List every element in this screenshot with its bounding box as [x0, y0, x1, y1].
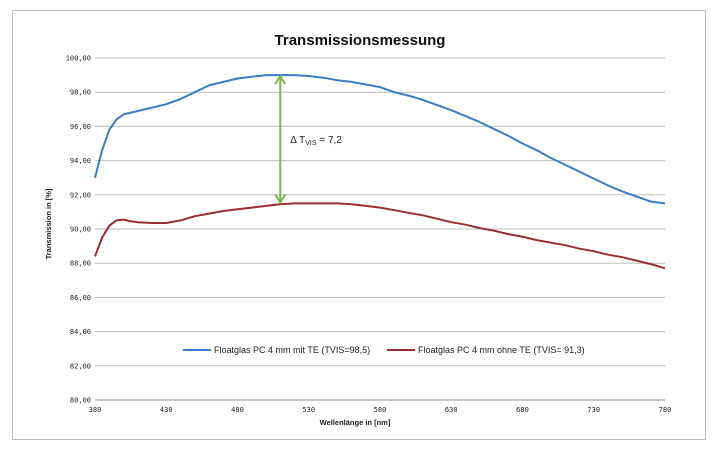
y-tick-label: 96,00 [70, 123, 91, 131]
x-tick-label: 630 [445, 406, 458, 414]
delta-value: = 7,2 [317, 135, 343, 146]
y-tick-label: 84,00 [70, 328, 91, 336]
x-tick-label: 380 [89, 406, 102, 414]
y-tick-label: 88,00 [70, 260, 91, 268]
legend-label-series-2: Floatglas PC 4 mm ohne TE (TVIS= 91,3) [418, 345, 585, 355]
legend: Floatglas PC 4 mm mit TE (TVIS=98,5) Flo… [183, 345, 585, 355]
y-tick-label: 90,00 [70, 226, 91, 234]
y-tick-label: 100,00 [66, 55, 91, 63]
x-tick-label: 480 [231, 406, 244, 414]
y-tick-label: 92,00 [70, 191, 91, 199]
y-tick-label: 80,00 [70, 397, 91, 405]
x-tick-labels: 380 430 480 530 580 630 680 730 780 [89, 406, 672, 414]
x-tick-label: 680 [516, 406, 529, 414]
chart-title: Transmissionsmessung [275, 32, 446, 49]
delta-subscript: VIS [305, 140, 317, 147]
x-tick-label: 780 [659, 406, 672, 414]
y-axis-title: Transmission in [%] [44, 188, 53, 259]
delta-symbol: Δ T [290, 135, 305, 146]
legend-label-series-1: Floatglas PC 4 mm mit TE (TVIS=98,5) [214, 345, 370, 355]
series-lines [94, 74, 666, 270]
delta-annotation: Δ TVIS = 7,2 [274, 74, 342, 205]
delta-arrow-head-down [274, 193, 287, 205]
y-tick-label: 86,00 [70, 294, 91, 302]
transmission-chart: 80,00 82,00 84,00 86,00 88,00 90,00 92,00 94,00… [44, 32, 672, 427]
chart-frame: 80,00 82,00 84,00 86,00 88,00 90,00 92,00 94,00… [12, 10, 706, 440]
x-tick-label: 580 [374, 406, 387, 414]
y-tick-labels: 80,00 82,00 84,00 86,00 88,00 90,00 92,00 94,00… [66, 55, 91, 405]
gridlines [95, 57, 665, 367]
x-axis-title: Wellenlänge in [nm] [320, 418, 391, 427]
delta-arrow-head-up [274, 74, 287, 85]
x-tick-label: 530 [302, 406, 315, 414]
series-line-2 [94, 202, 666, 270]
x-tick-label: 730 [587, 406, 600, 414]
series-line-1 [94, 74, 666, 205]
y-tick-label: 98,00 [70, 89, 91, 97]
y-tick-label: 94,00 [70, 157, 91, 165]
x-tick-label: 430 [160, 406, 173, 414]
delta-label: Δ TVIS = 7,2 [290, 135, 342, 147]
y-tick-label: 82,00 [70, 362, 91, 370]
